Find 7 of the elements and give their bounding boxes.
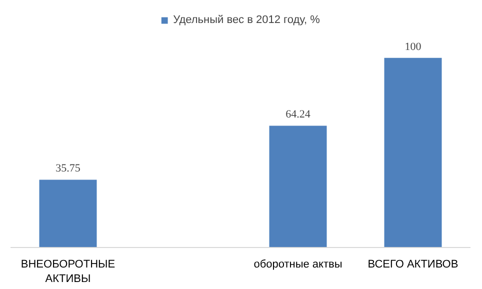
- x-tick-label: оборотные актвы: [254, 258, 342, 270]
- data-label: 64.24: [286, 108, 311, 121]
- data-label: 35.75: [56, 162, 81, 175]
- legend-label: Удельный вес в 2012 году, %: [173, 14, 320, 26]
- x-tick-label: ВНЕОБОРОТНЫЕ АКТИВЫ: [20, 258, 116, 285]
- data-label: 100: [404, 40, 422, 53]
- x-tick-label: ВСЕГО АКТИВОВ: [368, 258, 458, 270]
